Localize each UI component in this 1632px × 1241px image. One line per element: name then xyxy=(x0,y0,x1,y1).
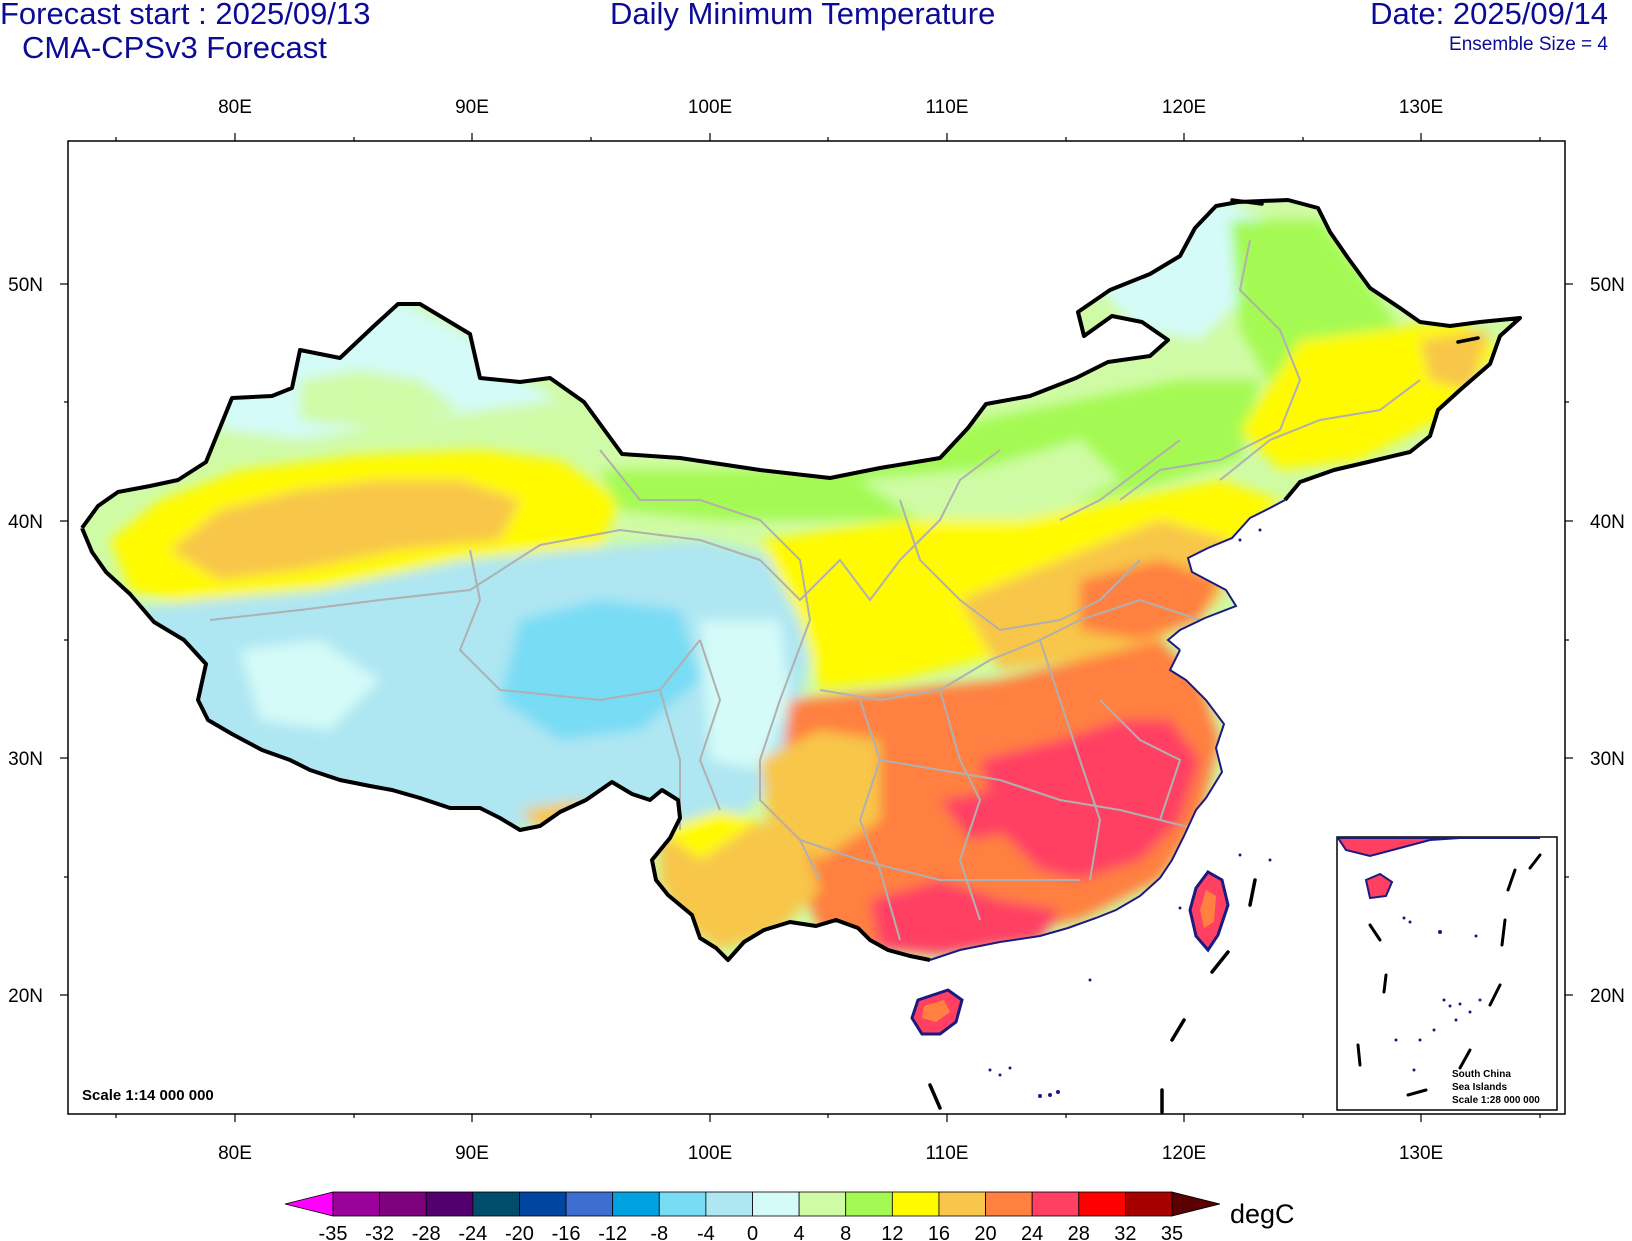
ensemble-size-label: Ensemble Size = 4 xyxy=(1449,34,1608,55)
province-boundaries xyxy=(209,239,1421,941)
lon-label: 100E xyxy=(688,1143,732,1164)
lon-label: 100E xyxy=(688,97,732,118)
colorbar-swatch xyxy=(985,1191,1033,1217)
colorbar-tick-label: 28 xyxy=(1068,1223,1090,1241)
colorbar-tick-label: -32 xyxy=(365,1223,394,1241)
lat-label: 40N xyxy=(8,512,43,533)
small-islands xyxy=(988,528,1272,1098)
colorbar-swatch xyxy=(1078,1191,1126,1217)
colorbar-tick-label: -4 xyxy=(697,1223,715,1241)
colorbar-tick-label: 8 xyxy=(840,1223,851,1241)
colorbar-tick-label: -8 xyxy=(650,1223,668,1241)
lon-label: 90E xyxy=(455,97,489,118)
lat-label: 40N xyxy=(1590,512,1625,533)
lat-label: 30N xyxy=(8,749,43,770)
colorbar-tick-label: -35 xyxy=(319,1223,348,1241)
lon-label: 120E xyxy=(1162,1143,1206,1164)
hainan-inner xyxy=(922,1000,950,1022)
colorbar-swatch xyxy=(1124,1191,1173,1217)
colorbar-tick-label: 20 xyxy=(974,1223,996,1241)
colorbar-tick-label: -24 xyxy=(458,1223,487,1241)
colorbar-swatch xyxy=(332,1191,381,1217)
colorbar: -35 -32 -28 -24 -20 -16 -12 -8 -4 0 4 8 12 16 20 24 28 32… xyxy=(284,1191,1221,1241)
colorbar-swatch xyxy=(752,1191,800,1217)
national-border xyxy=(80,198,1522,962)
colorbar-swatch xyxy=(1031,1191,1080,1217)
south-china-sea-inset: South China Sea Islands Scale 1:28 000 0… xyxy=(1336,836,1558,1111)
lon-label: 80E xyxy=(218,1143,252,1164)
colorbar-tick-label: 0 xyxy=(747,1223,758,1241)
colorbar-low-end xyxy=(284,1191,334,1217)
colorbar-tick-label: 24 xyxy=(1021,1223,1043,1241)
lat-label: 50N xyxy=(8,275,43,296)
colorbar-tick-label: 16 xyxy=(928,1223,950,1241)
colorbar-tick-label: -16 xyxy=(552,1223,581,1241)
lon-label: 130E xyxy=(1399,1143,1443,1164)
colorbar-swatch xyxy=(472,1191,520,1217)
colorbar-swatch xyxy=(845,1191,893,1217)
coastline xyxy=(929,649,1226,961)
lon-label: 110E xyxy=(926,1143,969,1164)
model-name-label: CMA-CPSv3 Forecast xyxy=(22,30,327,65)
lon-label: 80E xyxy=(218,97,252,118)
colorbar-swatch xyxy=(379,1191,427,1217)
colorbar-swatch xyxy=(938,1191,986,1217)
forecast-start-label: Forecast start : 2025/09/13 xyxy=(0,0,371,31)
map-title: Daily Minimum Temperature xyxy=(610,0,996,31)
lon-labels-bottom: 80E 90E 100E 110E 120E 130E xyxy=(218,1143,1443,1164)
valid-date-label: Date: 2025/09/14 xyxy=(1370,0,1608,31)
colorbar-swatch xyxy=(612,1191,660,1217)
axis-ticks xyxy=(60,133,1573,1122)
inset-label-2: Sea Islands xyxy=(1452,1082,1507,1093)
lat-labels-left: 50N 40N 30N 20N xyxy=(8,275,43,1007)
colorbar-high-end xyxy=(1171,1191,1221,1217)
inset-label-3: Scale 1:28 000 000 xyxy=(1452,1095,1540,1106)
colorbar-swatch xyxy=(519,1191,567,1217)
inset-label-1: South China xyxy=(1452,1069,1511,1080)
colorbar-swatch xyxy=(565,1191,614,1217)
colorbar-swatch xyxy=(891,1191,940,1217)
colorbar-tick-label: 12 xyxy=(881,1223,903,1241)
colorbar-swatch xyxy=(425,1191,474,1217)
taiwan-inner xyxy=(1200,890,1216,928)
colorbar-tick-label: 32 xyxy=(1114,1223,1136,1241)
lon-label: 130E xyxy=(1399,97,1443,118)
lon-label: 90E xyxy=(455,1143,489,1164)
lat-labels-right: 50N 40N 30N 20N xyxy=(1590,275,1625,1007)
colorbar-tick-label: 4 xyxy=(794,1223,805,1241)
lon-labels-top: 80E 90E 100E 110E 120E 130E xyxy=(218,97,1443,118)
colorbar-swatch xyxy=(705,1191,753,1217)
colorbar-tick-label: -20 xyxy=(505,1223,534,1241)
lon-label: 110E xyxy=(926,97,969,118)
lat-label: 20N xyxy=(1590,986,1625,1007)
scale-label: Scale 1:14 000 000 xyxy=(82,1087,214,1104)
northern-coastline xyxy=(1166,499,1286,651)
lon-label: 120E xyxy=(1162,97,1206,118)
colorbar-tick-label: -28 xyxy=(412,1223,441,1241)
colorbar-unit: degC xyxy=(1230,1199,1295,1229)
colorbar-swatch xyxy=(798,1191,847,1217)
colorbar-tick-label: 35 xyxy=(1161,1223,1183,1241)
lat-label: 50N xyxy=(1590,275,1625,296)
lat-label: 30N xyxy=(1590,749,1625,770)
lat-label: 20N xyxy=(8,986,43,1007)
maritime-dash-lines xyxy=(928,198,1480,1114)
colorbar-swatch xyxy=(658,1191,707,1217)
colorbar-tick-label: -12 xyxy=(598,1223,627,1241)
